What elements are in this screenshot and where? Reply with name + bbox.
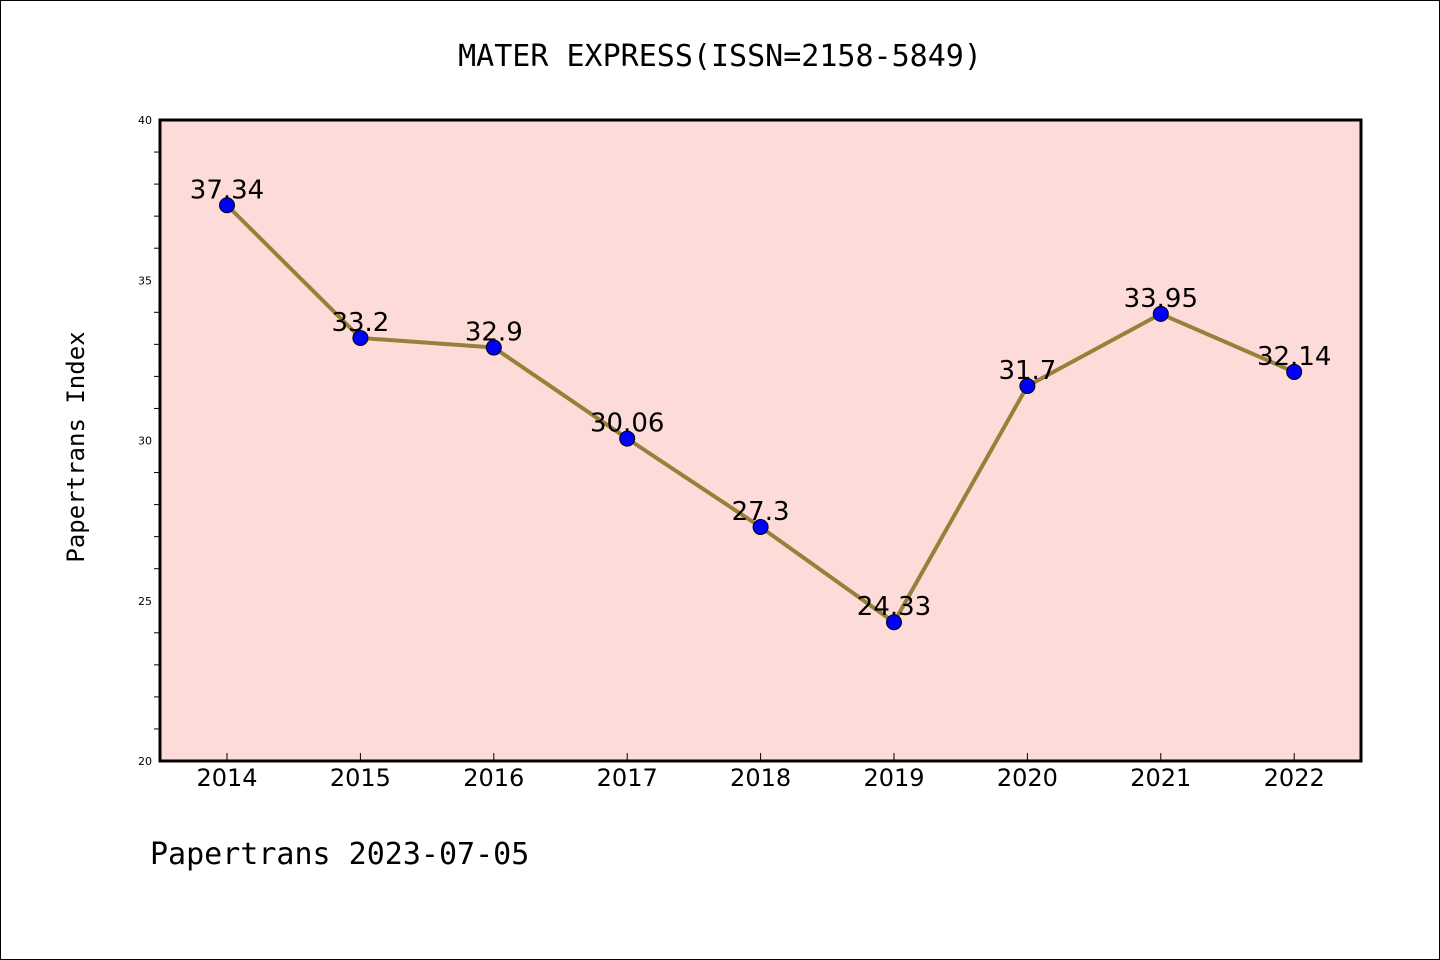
data-labels: 37.34 33.2 32.9 30.06 27.3 24.33 31.7 33.95 32.1… (190, 175, 1332, 622)
x-tick-label: 2015 (330, 764, 391, 792)
x-tick-label: 2016 (463, 764, 524, 792)
x-tick-label: 2019 (863, 764, 924, 792)
data-point-2017 (619, 430, 636, 447)
plot-area (160, 120, 1361, 761)
x-tick-label: 2022 (1264, 764, 1325, 792)
data-point-2014 (219, 197, 235, 214)
plot-border (158, 118, 1363, 763)
data-label-2019: 24.33 (857, 592, 931, 622)
data-label-2021: 33.95 (1124, 284, 1198, 314)
data-point-2016 (485, 339, 502, 356)
data-label-2016: 32.9 (465, 318, 523, 348)
data-point-2015 (352, 329, 369, 346)
data-point-2019 (886, 614, 902, 631)
data-label-2020: 31.7 (998, 356, 1056, 386)
x-tick-label: 2021 (1130, 764, 1191, 792)
y-tick-label: 35 (138, 274, 152, 287)
data-point-2020 (1019, 378, 1036, 395)
x-tick-label: 2014 (196, 764, 257, 792)
data-point-2018 (752, 519, 769, 536)
footer-text: Papertrans 2023-07-05 (150, 837, 529, 872)
y-axis-label: Papertrans Index (62, 331, 90, 562)
y-tick-labels: 20 25 30 35 40 (138, 114, 152, 768)
data-label-2018: 27.3 (732, 497, 790, 527)
y-tick-label: 40 (138, 114, 152, 127)
data-label-2014: 37.34 (190, 175, 264, 205)
data-label-2015: 33.2 (331, 308, 389, 338)
x-tick-labels: 2014 2015 2016 2017 2018 2019 2020 2021 2022 (196, 764, 1324, 792)
data-point-2022 (1286, 363, 1303, 380)
data-label-2022: 32.14 (1257, 342, 1331, 372)
x-tick-label: 2018 (730, 764, 791, 792)
y-tick-label: 25 (138, 595, 152, 608)
data-point-2021 (1152, 305, 1169, 322)
y-tick-label: 20 (138, 755, 152, 768)
y-tick-label: 30 (138, 435, 152, 448)
data-markers (219, 197, 1303, 631)
x-tick-label: 2020 (997, 764, 1058, 792)
chart-title: MATER EXPRESS(ISSN=2158-5849) (458, 39, 982, 74)
x-tick-label: 2017 (597, 764, 658, 792)
data-label-2017: 30.06 (590, 409, 664, 439)
